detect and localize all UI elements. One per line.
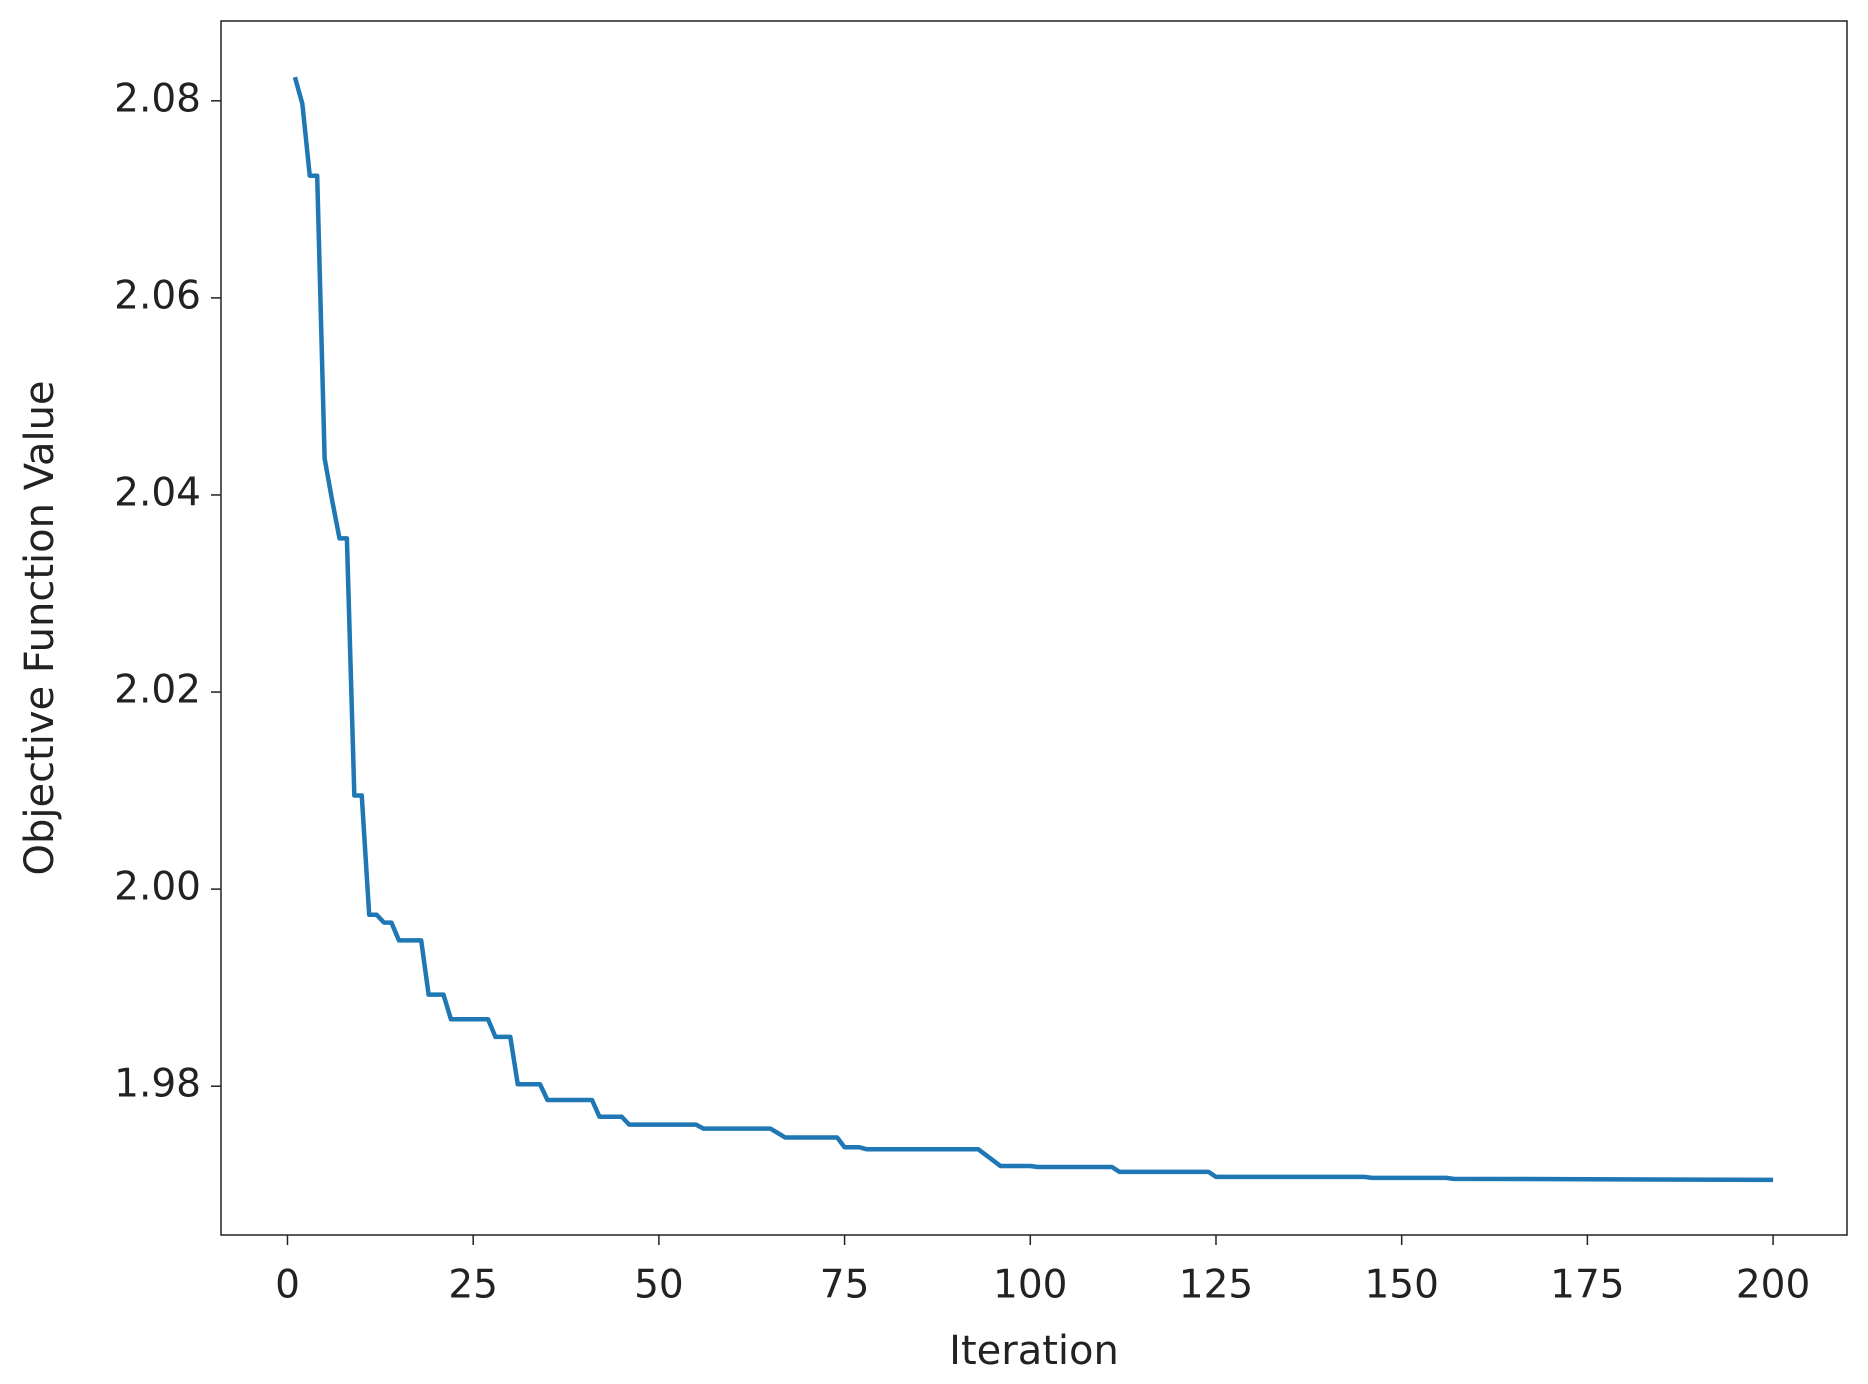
x-tick-label: 50 [634,1263,684,1308]
plot-frame [220,20,1848,1236]
x-tick-label: 75 [820,1263,870,1308]
x-tick-label: 125 [1179,1263,1253,1308]
x-tick-label: 175 [1550,1263,1624,1308]
x-tick-label: 150 [1364,1263,1438,1308]
x-tick-label: 0 [275,1263,300,1308]
x-tick-label: 200 [1736,1263,1810,1308]
x-tick-label: 100 [993,1263,1067,1308]
y-tick-label: 2.00 [114,865,201,910]
y-tick-label: 2.02 [114,668,201,713]
y-axis-label: Objective Function Value [17,380,63,875]
y-tick-label: 2.06 [114,273,201,318]
y-tick-label: 1.98 [114,1062,201,1107]
x-axis-label: Iteration [949,1328,1119,1374]
y-tick-label: 2.04 [114,470,201,515]
x-tick-label: 25 [448,1263,498,1308]
line [292,76,1774,1183]
y-tick-label: 2.08 [114,76,201,121]
